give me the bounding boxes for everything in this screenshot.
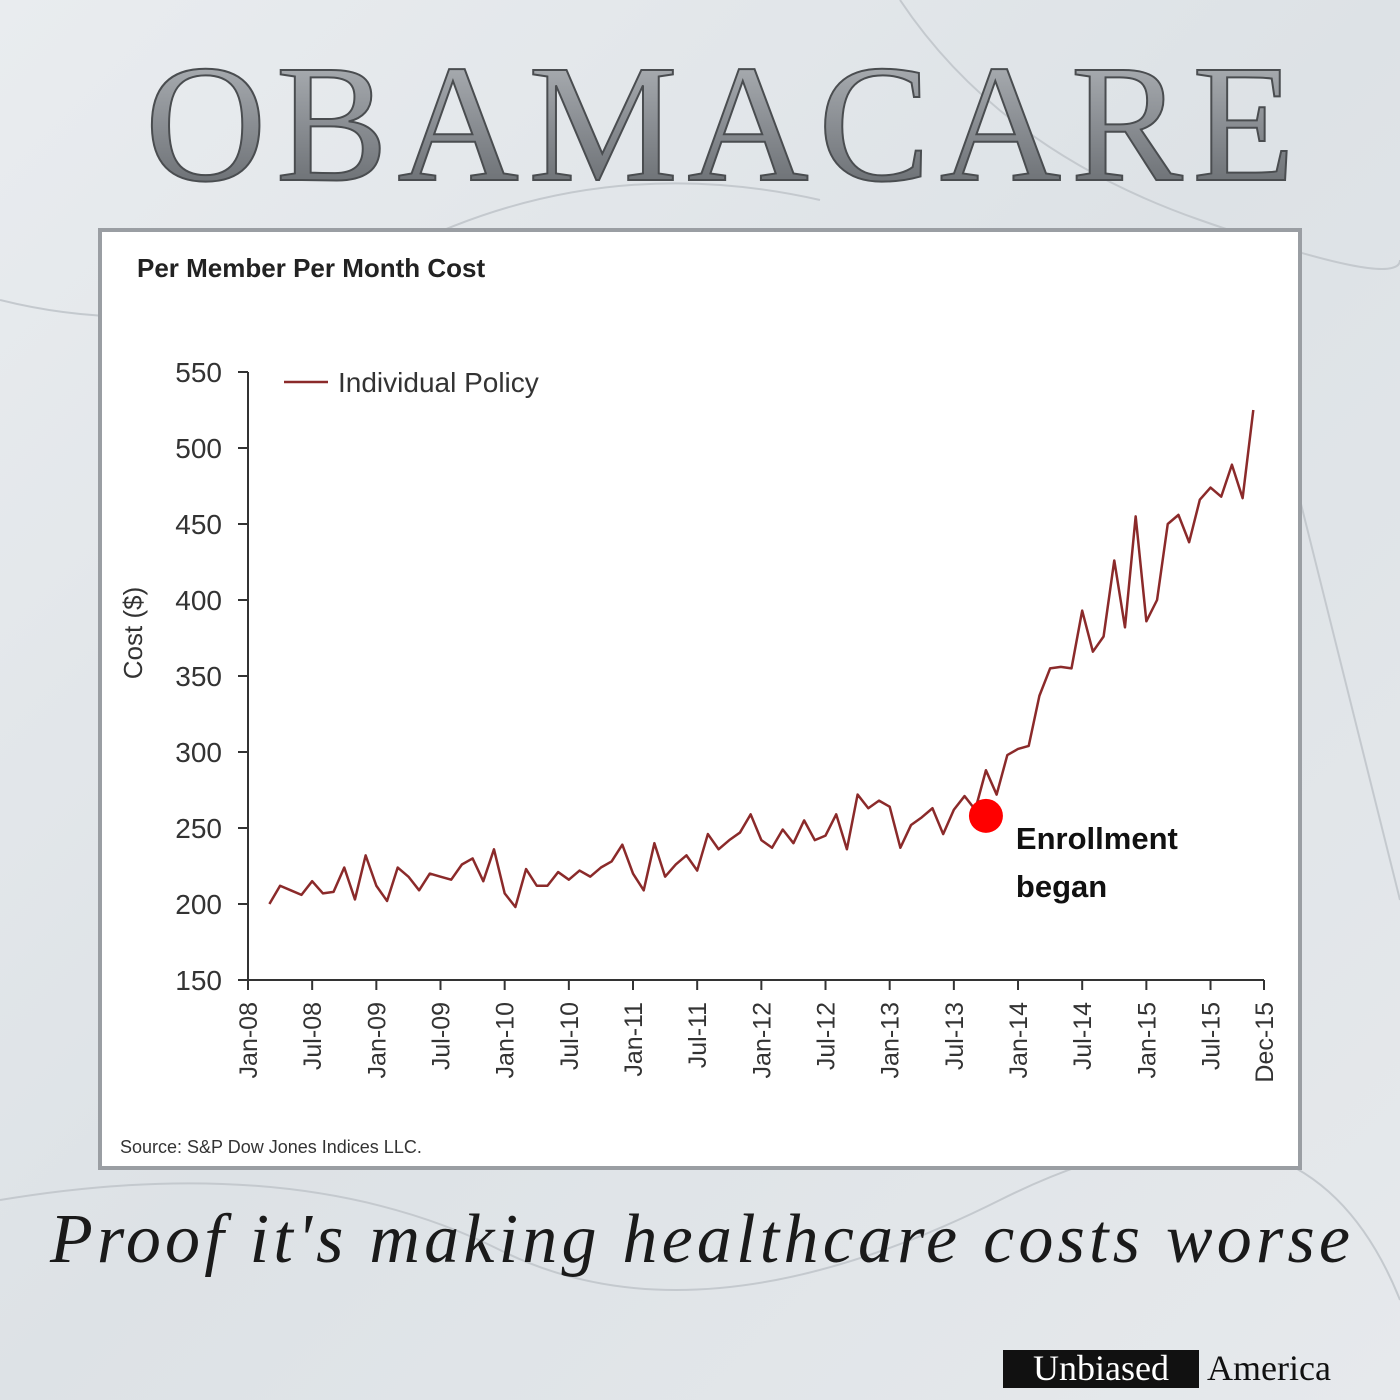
y-tick-label: 550 [175, 357, 222, 388]
x-tick-label: Jan-10 [492, 1002, 520, 1078]
y-tick-label: 450 [175, 509, 222, 540]
annotation-dot [968, 798, 1003, 833]
annotation-text: Enrollment [1016, 821, 1178, 856]
y-tick-label: 200 [175, 889, 222, 920]
y-axis-label: Cost ($) [118, 587, 148, 679]
y-tick-label: 250 [175, 813, 222, 844]
y-tick-label: 300 [175, 737, 222, 768]
x-tick-label: Jan-09 [363, 1002, 391, 1078]
x-tick-label: Jul-08 [299, 1002, 327, 1070]
y-tick-label: 500 [175, 433, 222, 464]
series-line [268, 409, 1255, 909]
brand-light: America [1207, 1348, 1331, 1388]
x-tick-label: Jul-12 [813, 1002, 841, 1070]
legend-label: Individual Policy [338, 367, 539, 398]
x-tick-label: Jul-14 [1069, 1002, 1097, 1070]
x-tick-label: Jan-11 [620, 1002, 648, 1077]
chart-panel [98, 228, 1302, 1170]
x-tick-label: Jul-09 [428, 1002, 456, 1070]
x-tick-label: Jul-13 [941, 1002, 969, 1070]
annotation-text: began [1016, 869, 1107, 904]
source: Source: S&P Dow Jones Indices LLC. [120, 1137, 422, 1157]
header-title: OBAMACARE [145, 31, 1295, 217]
x-tick-label: Jul-10 [556, 1002, 584, 1070]
chart-title: Per Member Per Month Cost [137, 253, 486, 283]
y-tick-label: 350 [175, 661, 222, 692]
x-tick-label: Jan-15 [1133, 1002, 1161, 1078]
x-tick-label: Jan-14 [1005, 1002, 1033, 1079]
x-tick-label: Jan-08 [235, 1002, 263, 1078]
caption: Proof it's making healthcare costs worse [49, 1201, 1350, 1278]
brand-box [1003, 1350, 1199, 1388]
x-tick-label: Dec-15 [1251, 1002, 1279, 1083]
brand-dark: Unbiased [1033, 1348, 1169, 1388]
x-tick-label: Jul-15 [1198, 1002, 1226, 1070]
y-tick-label: 150 [175, 965, 222, 996]
x-tick-label: Jan-12 [748, 1002, 776, 1078]
x-tick-label: Jul-11 [684, 1002, 712, 1068]
y-tick-label: 400 [175, 585, 222, 616]
x-tick-label: Jan-13 [877, 1002, 905, 1078]
